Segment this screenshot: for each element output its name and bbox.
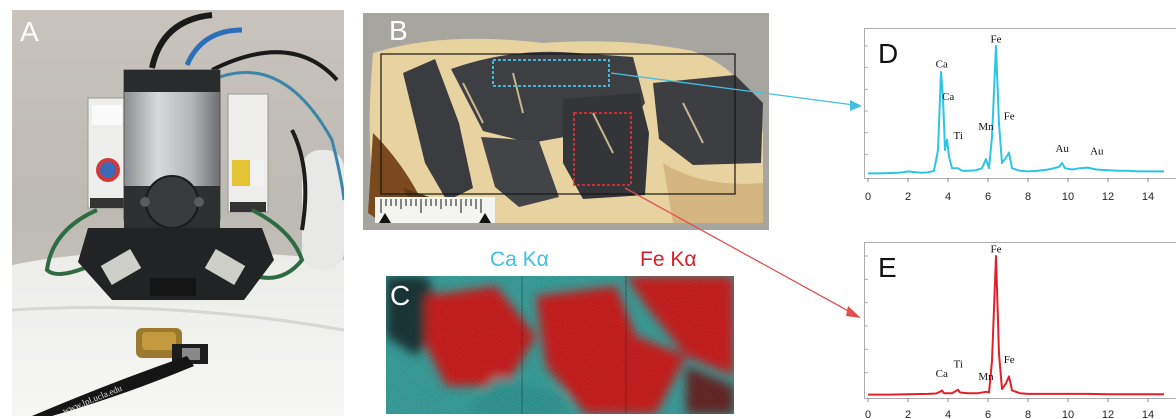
- x-tick-label-e: 10: [1062, 409, 1074, 419]
- fe-legend-label: Fe Kα: [640, 248, 697, 271]
- x-tick-label-d: 2: [905, 191, 911, 203]
- x-tick-label-e: 8: [1025, 409, 1031, 419]
- spectrum-line-d: [868, 45, 1164, 175]
- peak-label-d: Fe: [1004, 110, 1015, 122]
- arrow-b-to-d: [610, 72, 855, 106]
- panel-b-letter: B: [389, 15, 408, 46]
- x-tick-label-d: 12: [1102, 191, 1114, 203]
- ca-legend-label: Ca Kα: [490, 248, 549, 271]
- peak-label-e: Fe: [1004, 354, 1015, 366]
- peak-label-d: Fe: [991, 34, 1002, 46]
- x-tick-label-e: 14: [1142, 409, 1154, 419]
- panel-a-photo: www.lpl.ucla.edu A: [12, 10, 344, 416]
- peak-label-e: Ca: [936, 368, 948, 380]
- panel-e-spectrum: 0 2 4 6 8 10 12 14 Ca Ti Mn Fe Fe E: [864, 242, 1176, 419]
- peak-label-e: Ti: [954, 358, 963, 370]
- spectrum-chart-d: 0 2 4 6 8 10 12 14 Ca Ca Ti Mn Fe Fe Au Au: [864, 28, 1176, 203]
- x-tick-label-e: 12: [1102, 409, 1114, 419]
- arrow-e-head: [846, 306, 861, 318]
- x-tick-label-d: 14: [1142, 191, 1154, 203]
- plot-frame-d: [864, 28, 1176, 179]
- x-tick-label-d: 6: [985, 191, 991, 203]
- arrow-b-to-e: [624, 187, 853, 314]
- peak-label-d: Ca: [942, 91, 954, 103]
- spectrum-line-e: [868, 255, 1164, 396]
- spectrum-chart-e: 0 2 4 6 8 10 12 14 Ca Ti Mn Fe Fe: [864, 242, 1176, 419]
- instrument-photo: www.lpl.ucla.edu: [12, 10, 344, 416]
- panel-a-letter: A: [20, 16, 39, 47]
- sample-photo: [363, 13, 769, 230]
- panel-d-spectrum: 0 2 4 6 8 10 12 14 Ca Ca Ti Mn Fe Fe Au Au D: [864, 28, 1176, 210]
- peak-label-d: Ti: [954, 130, 963, 142]
- peak-label-d: Mn: [978, 121, 994, 133]
- peak-label-e: Fe: [991, 244, 1002, 256]
- panel-b-photo: B: [363, 13, 769, 230]
- panel-c-letter: C: [390, 280, 411, 311]
- x-tick-label-d: 10: [1062, 191, 1074, 203]
- panel-c-map-legend: Ca Kα Fe Kα: [386, 248, 734, 276]
- x-tick-label-d: 0: [865, 191, 871, 203]
- panel-e-letter: E: [878, 252, 897, 283]
- arrow-d-head: [850, 100, 862, 111]
- x-tick-label-d: 4: [945, 191, 951, 203]
- plot-frame-e: [864, 242, 1176, 399]
- peak-label-d: Au: [1055, 143, 1069, 155]
- peak-label-d: Ca: [936, 58, 948, 70]
- x-tick-label-e: 2: [905, 409, 911, 419]
- peak-label-e: Mn: [978, 371, 994, 383]
- x-tick-label-e: 4: [945, 409, 951, 419]
- peak-label-d: Au: [1090, 146, 1104, 158]
- x-tick-label-e: 0: [865, 409, 871, 419]
- element-map-image: [386, 276, 734, 414]
- panel-d-letter: D: [878, 38, 899, 69]
- x-tick-label-e: 6: [985, 409, 991, 419]
- panel-c-map: C: [386, 276, 734, 414]
- x-tick-label-d: 8: [1025, 191, 1031, 203]
